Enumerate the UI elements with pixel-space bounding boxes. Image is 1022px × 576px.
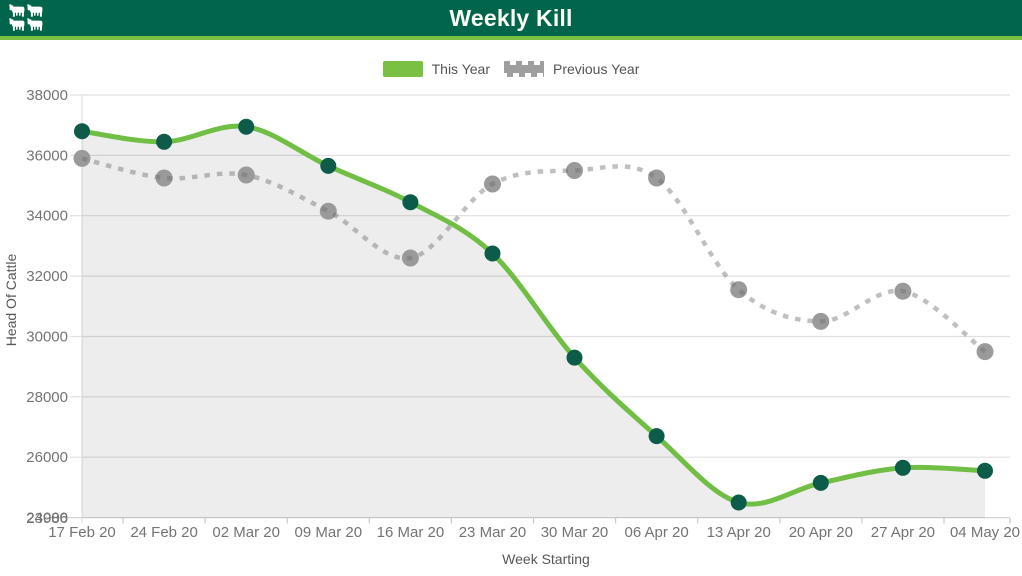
x-tick-label: 20 Apr 20: [789, 524, 853, 541]
this-year-point: [484, 245, 501, 262]
this-year-point: [894, 459, 911, 476]
this-year-point: [812, 474, 829, 491]
y-tick-label: 28000: [26, 389, 68, 406]
y-tick-label: 32000: [26, 268, 68, 285]
x-tick-label: 04 May 20: [950, 524, 1020, 541]
this-year-point: [238, 118, 255, 135]
legend-label-this-year: This Year: [431, 61, 490, 77]
previous-year-point: [648, 169, 666, 187]
previous-year-point: [73, 149, 91, 167]
chart-container: This Year Previous Year 38000 36000 34000 3…: [0, 40, 1022, 576]
previous-year-line: [81, 156, 987, 354]
this-year-point: [648, 428, 665, 445]
this-year-point: [977, 462, 993, 479]
x-tick-label: 02 Mar 20: [212, 524, 280, 541]
x-tick-label: 24 Feb 20: [130, 524, 198, 541]
this-year-swatch-icon: [382, 61, 423, 77]
previous-year-point: [976, 343, 994, 361]
y-tick-label: 26000: [26, 449, 68, 466]
series-this-year: [74, 118, 993, 511]
x-tick-label: 06 Apr 20: [624, 524, 688, 541]
x-tick-label: 13 Apr 20: [707, 524, 771, 541]
previous-year-point: [319, 202, 337, 220]
y-tick-label: 34000: [26, 208, 68, 225]
legend-label-previous-year: Previous Year: [552, 61, 640, 77]
y-axis-title: Head Of Cattle: [3, 253, 19, 346]
x-tick-label: 17 Feb 20: [48, 524, 116, 541]
previous-year-point: [566, 162, 583, 179]
chart-legend: This Year Previous Year: [0, 61, 1022, 77]
gridlines: [44, 94, 1011, 524]
this-year-point: [156, 133, 173, 150]
x-axis-title: Week Starting: [502, 551, 590, 567]
page-title: Weekly Kill: [449, 4, 573, 31]
y-axis-min-label: 23986: [26, 510, 68, 527]
x-tick-label: 16 Mar 20: [377, 524, 445, 541]
previous-year-point: [812, 312, 830, 330]
legend-item-previous-year[interactable]: Previous Year: [503, 61, 640, 77]
weekly-kill-line-chart: 38000 36000 34000 32000 30000 28000 26000 24000…: [3, 87, 1020, 567]
this-year-point: [74, 123, 90, 140]
previous-year-point: [730, 281, 748, 299]
y-tick-label: 24000: [26, 510, 68, 527]
x-tick-label: 27 Apr 20: [871, 524, 935, 541]
previous-year-point: [894, 282, 912, 300]
previous-year-point: [155, 169, 173, 187]
series-previous-year: [73, 149, 994, 361]
this-year-point: [320, 157, 337, 174]
this-year-point: [566, 349, 583, 366]
y-axis-labels: 38000 36000 34000 32000 30000 28000 26000 24000…: [26, 87, 68, 527]
header-bar: Weekly Kill: [0, 0, 1022, 40]
this-year-point: [730, 494, 747, 511]
y-tick-label: 36000: [26, 147, 68, 164]
x-tick-label: 30 Mar 20: [541, 524, 609, 541]
x-tick-label: 09 Mar 20: [295, 524, 363, 541]
x-axis-labels: 17 Feb 20 24 Feb 20 02 Mar 20 09 Mar 20 16 M…: [48, 524, 1020, 541]
legend-item-this-year[interactable]: This Year: [382, 61, 490, 77]
y-tick-label: 30000: [26, 329, 68, 346]
y-tick-label: 38000: [26, 87, 68, 104]
previous-year-point: [401, 249, 419, 267]
this-year-area: [82, 126, 985, 519]
this-year-point: [402, 194, 419, 211]
previous-year-point: [237, 166, 255, 184]
previous-year-point: [484, 175, 501, 193]
previous-year-swatch-icon: [503, 61, 544, 77]
x-tick-label: 23 Mar 20: [459, 524, 527, 541]
